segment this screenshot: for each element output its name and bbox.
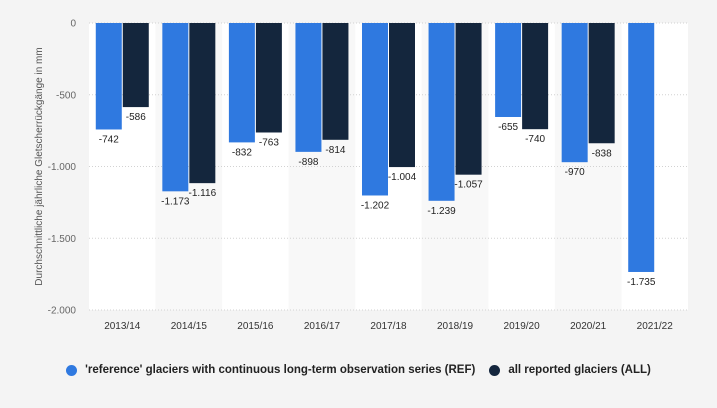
bar-all[interactable] xyxy=(455,23,482,175)
legend-ref-label: 'reference' glaciers with continuous lon… xyxy=(85,364,476,376)
y-tick-label: -1.500 xyxy=(48,234,77,245)
data-label: -1.116 xyxy=(189,188,217,199)
bar-ref[interactable] xyxy=(162,23,189,192)
legend-ref-marker xyxy=(66,364,78,376)
bar-all[interactable] xyxy=(389,23,415,168)
data-label: -832 xyxy=(232,147,252,158)
legend-all-label: all reported glaciers (ALL) xyxy=(508,364,651,376)
x-tick-label: 2016/17 xyxy=(304,321,341,332)
bar-ref[interactable] xyxy=(495,23,522,117)
data-labels: -742 -586 -1.173-1.116 -832 -763 -898 -814 -1.2… xyxy=(99,112,656,288)
y-tick-label: 0 xyxy=(70,19,76,30)
gridlines xyxy=(89,22,688,311)
x-tick-label: 2020/21 xyxy=(570,321,607,332)
x-tick-label: 2014/15 xyxy=(171,321,208,332)
bar-ref[interactable] xyxy=(561,23,588,163)
data-label: -742 xyxy=(99,134,119,145)
data-label: -1.173 xyxy=(161,196,190,207)
x-tick-label: 2017/18 xyxy=(370,321,407,332)
data-label: -838 xyxy=(592,148,612,159)
data-label: -1.057 xyxy=(454,180,483,191)
bar-all[interactable] xyxy=(322,23,349,140)
x-axis-categories: 2013/14 2014/15 2015/16 2016/17 2017/18 2018/… xyxy=(104,321,673,332)
x-tick-label: 2013/14 xyxy=(104,321,141,332)
data-label: -763 xyxy=(259,137,279,148)
bars xyxy=(95,23,655,272)
x-tick-label: 2021/22 xyxy=(637,321,674,332)
data-label: -1.202 xyxy=(361,200,390,211)
data-label: -655 xyxy=(498,122,518,133)
data-label: -1.735 xyxy=(627,277,656,288)
bar-all[interactable] xyxy=(189,23,216,184)
bar-all[interactable] xyxy=(588,23,615,144)
x-tick-label: 2018/19 xyxy=(437,321,474,332)
legend-item-ref[interactable]: 'reference' glaciers with continuous lon… xyxy=(66,364,475,376)
y-axis-ticks: 0 -500 -1.000 -1.500 -2.000 xyxy=(48,19,77,317)
bar-all[interactable] xyxy=(522,23,549,130)
data-label: -1.239 xyxy=(427,206,456,217)
data-label: -970 xyxy=(565,167,585,178)
x-tick-label: 2015/16 xyxy=(237,321,274,332)
legend-all-marker xyxy=(489,364,501,376)
bar-ref[interactable] xyxy=(428,23,455,201)
data-label: -814 xyxy=(325,145,345,156)
bar-ref[interactable] xyxy=(362,23,388,196)
bar-ref[interactable] xyxy=(95,23,122,130)
bar-ref[interactable] xyxy=(628,23,655,272)
bar-all[interactable] xyxy=(122,23,149,108)
data-label: -1.004 xyxy=(388,172,417,183)
data-label: -740 xyxy=(525,134,545,145)
y-axis-title: Durchschnittliche jährliche Gletscherrüc… xyxy=(34,47,45,285)
bar-ref[interactable] xyxy=(228,23,255,143)
bar-ref[interactable] xyxy=(295,23,322,152)
y-tick-label: -2.000 xyxy=(48,306,77,317)
y-tick-label: -1.000 xyxy=(48,162,77,173)
legend-item-all[interactable]: all reported glaciers (ALL) xyxy=(489,364,651,376)
x-tick-label: 2019/20 xyxy=(504,321,541,332)
y-tick-label: -500 xyxy=(56,90,76,101)
data-label: -586 xyxy=(126,112,146,123)
bar-all[interactable] xyxy=(255,23,282,133)
data-label: -898 xyxy=(298,157,318,168)
legend: 'reference' glaciers with continuous lon… xyxy=(0,364,717,376)
